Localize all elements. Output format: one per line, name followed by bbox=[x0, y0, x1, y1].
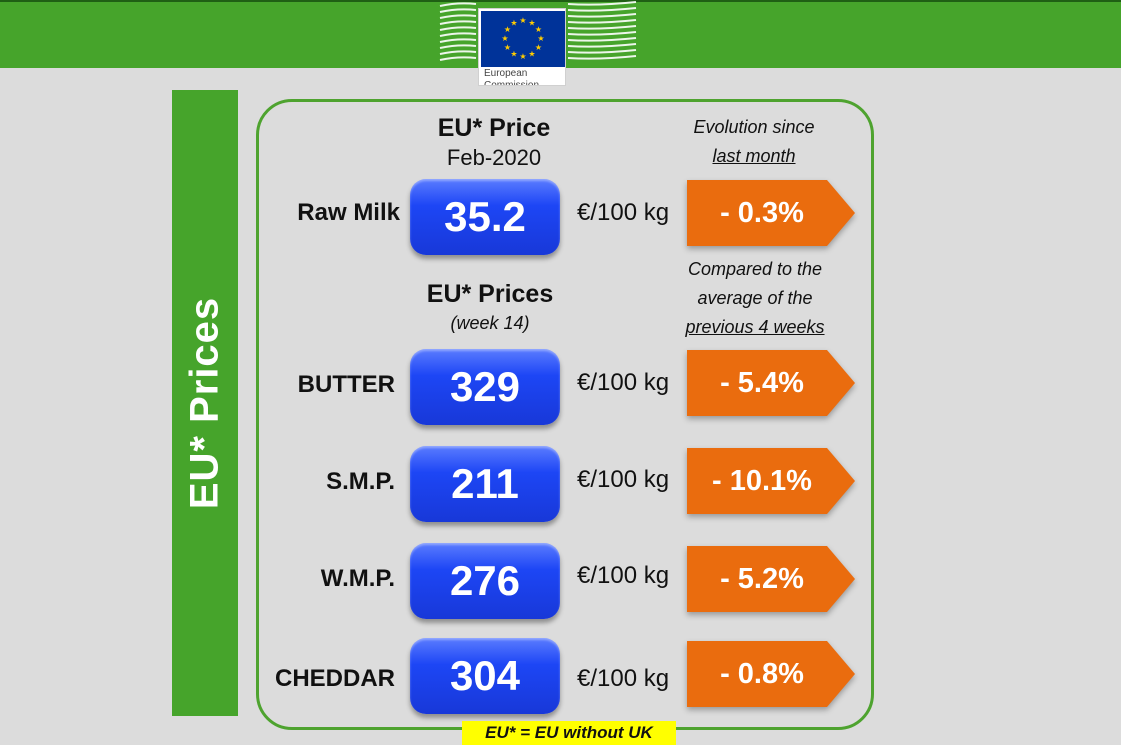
change-arrow-shape bbox=[687, 641, 855, 707]
unit-butter: €/100 kg bbox=[577, 369, 670, 396]
unit-raw-milk: €/100 kg bbox=[577, 199, 670, 226]
weekly-title: EU* Prices bbox=[426, 280, 554, 308]
change-value-raw-milk: - 0.3% bbox=[720, 197, 804, 229]
european-commission-logo: ★ ★ ★ ★ ★ ★ ★ ★ ★ ★ ★ ★ European Commiss… bbox=[438, 0, 638, 86]
unit-smp: €/100 kg bbox=[577, 466, 670, 493]
change-arrow-shape bbox=[687, 546, 855, 612]
svg-text:★: ★ bbox=[504, 43, 511, 52]
change-arrow-cheddar: - 0.8% bbox=[687, 641, 855, 707]
price-pill-cheddar: 304 bbox=[410, 638, 560, 714]
row-label-wmp: W.M.P. bbox=[320, 565, 395, 592]
change-value-smp: - 10.1% bbox=[712, 465, 812, 497]
svg-text:★: ★ bbox=[519, 52, 526, 61]
row-label-raw-milk: Raw Milk bbox=[297, 199, 400, 226]
change-value-cheddar: - 0.8% bbox=[720, 658, 804, 690]
eu-flag-icon: ★ ★ ★ ★ ★ ★ ★ ★ ★ ★ ★ ★ bbox=[481, 11, 565, 67]
side-title: EU* Prices bbox=[182, 296, 227, 510]
svg-text:★: ★ bbox=[528, 50, 535, 59]
row-label-cheddar: CHEDDAR bbox=[275, 665, 395, 692]
unit-wmp: €/100 kg bbox=[577, 562, 670, 589]
svg-text:★: ★ bbox=[528, 19, 535, 28]
logo-box: ★ ★ ★ ★ ★ ★ ★ ★ ★ ★ ★ ★ European Commiss… bbox=[478, 8, 566, 86]
weekly-period: (week 14) bbox=[450, 313, 530, 333]
change-value-butter: - 5.4% bbox=[720, 367, 804, 399]
svg-text:★: ★ bbox=[535, 25, 542, 34]
svg-text:★: ★ bbox=[510, 50, 517, 59]
row-label-smp: S.M.P. bbox=[326, 468, 395, 495]
change-arrow-raw-milk: - 0.3% bbox=[687, 180, 855, 246]
change-arrow-shape bbox=[687, 180, 855, 246]
change-arrow-shape bbox=[687, 350, 855, 416]
side-band: EU* Prices bbox=[172, 90, 238, 716]
svg-text:★: ★ bbox=[537, 34, 544, 43]
compare-note-line1: Compared to the bbox=[687, 259, 823, 279]
svg-text:★: ★ bbox=[501, 34, 508, 43]
evolution-note-line2: last month bbox=[712, 146, 796, 166]
evolution-note: Evolution since last month bbox=[654, 113, 854, 171]
change-value-wmp: - 5.2% bbox=[720, 563, 804, 595]
svg-text:★: ★ bbox=[519, 16, 526, 25]
evolution-note-line1: Evolution since bbox=[693, 117, 815, 137]
change-arrow-smp: - 10.1% bbox=[687, 448, 855, 514]
logo-text: European Commission bbox=[484, 68, 540, 86]
svg-text:★: ★ bbox=[535, 43, 542, 52]
svg-text:★: ★ bbox=[510, 19, 517, 28]
price-pill-butter: 329 bbox=[410, 349, 560, 425]
change-arrow-butter: - 5.4% bbox=[687, 350, 855, 416]
price-pill-wmp: 276 bbox=[410, 543, 560, 619]
price-pill-raw-milk: 35.2 bbox=[410, 179, 560, 255]
compare-note: Compared to the average of the previous … bbox=[655, 255, 855, 342]
monthly-title: EU* Price bbox=[437, 114, 551, 142]
compare-note-line2: average of the bbox=[697, 288, 813, 308]
svg-text:★: ★ bbox=[504, 25, 511, 34]
row-label-butter: BUTTER bbox=[297, 371, 395, 398]
change-arrow-shape bbox=[687, 448, 855, 514]
change-arrow-wmp: - 5.2% bbox=[687, 546, 855, 612]
compare-note-line3: previous 4 weeks bbox=[685, 317, 825, 337]
unit-cheddar: €/100 kg bbox=[577, 665, 670, 692]
price-pill-smp: 211 bbox=[410, 446, 560, 522]
logo-stripes-graphic bbox=[439, 1, 637, 61]
monthly-period: Feb-2020 bbox=[446, 145, 542, 170]
footnote: EU* = EU without UK bbox=[462, 721, 676, 745]
